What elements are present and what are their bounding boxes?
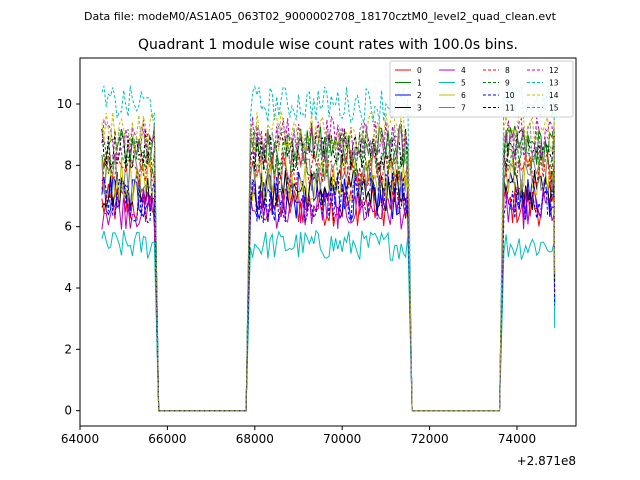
x-tick-label: 68000 <box>236 432 274 446</box>
x-tick-label: 64000 <box>61 432 99 446</box>
legend-label: 6 <box>461 91 466 100</box>
legend-label: 10 <box>505 91 515 100</box>
legend-label: 13 <box>549 79 559 88</box>
legend-label: 8 <box>505 66 510 75</box>
x-tick-label: 74000 <box>498 432 536 446</box>
series-line-12 <box>101 115 556 412</box>
chart-title: Quadrant 1 module wise count rates with … <box>138 37 518 53</box>
y-tick-label: 6 <box>64 220 72 234</box>
series-line-15 <box>101 122 556 412</box>
y-tick-label: 4 <box>64 281 72 295</box>
series-line-8 <box>101 147 556 412</box>
x-tick-label: 66000 <box>148 432 186 446</box>
legend-label: 7 <box>461 104 466 113</box>
legend-label: 5 <box>461 79 466 88</box>
legend-label: 4 <box>461 66 466 75</box>
legend-label: 14 <box>549 91 559 100</box>
legend-label: 11 <box>505 104 515 113</box>
series-line-10 <box>101 173 556 412</box>
series-line-9 <box>101 135 556 412</box>
plot-lines <box>101 85 556 412</box>
x-tick-label: 70000 <box>323 432 361 446</box>
series-line-4 <box>101 185 556 412</box>
x-axis: 64000 66000 68000 70000 72000 74000 <box>61 426 536 446</box>
y-tick-label: 10 <box>57 97 72 111</box>
x-tick-label: 72000 <box>411 432 449 446</box>
series-line-1 <box>101 125 556 412</box>
legend-label: 0 <box>417 66 422 75</box>
series-line-2 <box>101 171 556 412</box>
series-line-5 <box>101 229 556 412</box>
legend-label: 15 <box>549 104 559 113</box>
legend-label: 2 <box>417 91 422 100</box>
series-line-14 <box>101 110 556 412</box>
y-tick-label: 0 <box>64 404 72 418</box>
y-axis: 0 2 4 6 8 10 <box>57 97 80 418</box>
x-offset-label: +2.871e8 <box>517 454 576 468</box>
series-line-13 <box>101 85 556 412</box>
plot-frame <box>79 57 577 427</box>
series-line-0 <box>101 183 556 412</box>
legend-label: 12 <box>549 66 559 75</box>
series-line-7 <box>101 150 556 412</box>
y-tick-label: 2 <box>64 342 72 356</box>
legend-label: 9 <box>505 79 510 88</box>
data-file-label: Data file: modeM0/AS1A05_063T02_90000027… <box>84 10 557 23</box>
y-tick-label: 8 <box>64 158 72 172</box>
series-line-6 <box>101 153 556 412</box>
legend-box <box>389 60 574 118</box>
legend-label: 3 <box>417 104 422 113</box>
legend-label: 1 <box>417 79 422 88</box>
